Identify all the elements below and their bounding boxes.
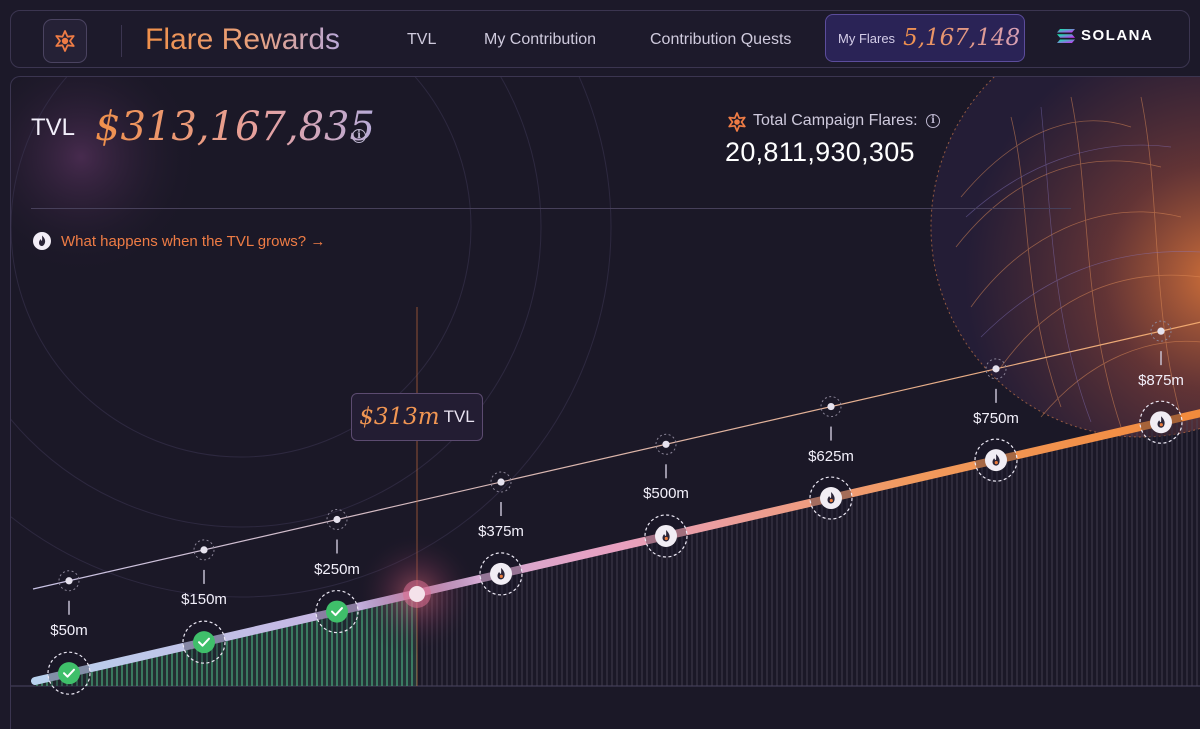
campaign-flares-value: 20,811,930,305 <box>725 137 915 167</box>
milestone-target-dot <box>662 440 670 448</box>
tvl-panel: TVL $313,167,835 i Total Campaign Flares… <box>10 76 1200 729</box>
milestone-target-dot <box>992 365 1000 373</box>
milestone-label: $750m <box>973 409 1019 427</box>
milestone-target-ring <box>490 471 512 493</box>
flame-icon <box>820 487 842 510</box>
milestone-target-dot <box>827 402 835 411</box>
nav-my-contribution[interactable]: My Contribution <box>484 31 597 48</box>
tvl-grow-link[interactable]: What happens when the TVL grows? → <box>33 232 325 250</box>
milestone-label: $625m <box>808 447 854 465</box>
target-line <box>32 321 1200 590</box>
app-logo[interactable] <box>43 19 87 63</box>
flare-star-icon <box>55 30 75 52</box>
milestone-target-ring <box>1150 320 1172 342</box>
milestone-label: $250m <box>314 560 360 578</box>
milestone-target-dot <box>497 478 505 486</box>
milestone-target-ring <box>985 358 1007 380</box>
top-nav-bar: Flare Rewards TVL My Contribution Contri… <box>10 10 1190 68</box>
check-icon <box>193 631 215 654</box>
campaign-flares-label: Total Campaign Flares: <box>753 112 918 129</box>
milestone-target-dot <box>1157 327 1165 335</box>
milestone-label: $150m <box>181 590 227 608</box>
tvl-grow-text: What happens when the TVL grows? → <box>61 232 326 250</box>
my-flares-button[interactable]: My Flares 5,167,148 <box>825 14 1025 62</box>
current-tvl-tag-unit: TVL <box>443 407 475 426</box>
flame-icon <box>33 232 51 250</box>
current-tvl-marker <box>355 307 479 686</box>
stats-divider <box>31 208 1071 209</box>
flame-icon <box>1150 411 1172 434</box>
milestone-label: $875m <box>1138 372 1184 390</box>
nav-contribution-quests[interactable]: Contribution Quests <box>650 31 792 48</box>
background-glow <box>11 77 201 277</box>
solana-wordmark: SOLANA <box>1081 27 1154 44</box>
flare-star-icon <box>728 112 746 132</box>
globe-illustration <box>930 77 1200 438</box>
info-icon[interactable]: i <box>926 114 940 128</box>
tvl-label: TVL <box>31 114 76 141</box>
milestone-label: $500m <box>643 485 689 503</box>
background-rings <box>11 77 612 598</box>
nav-tvl[interactable]: TVL <box>407 31 437 48</box>
milestone-target-ring <box>326 509 348 531</box>
milestone-target-dot <box>333 515 341 524</box>
header-divider <box>121 25 122 57</box>
tvl-value: $313,167,835 <box>95 104 375 150</box>
milestone-target-ring <box>820 396 842 418</box>
milestone-target-ring <box>193 539 215 561</box>
solana-icon <box>1057 28 1075 43</box>
milestone-label: $375m <box>478 523 524 541</box>
solana-logo[interactable]: SOLANA <box>1057 27 1153 44</box>
milestone-target-dot <box>200 546 208 554</box>
check-icon <box>326 600 348 623</box>
current-tvl-tag: $313m TVL <box>351 393 483 441</box>
info-icon[interactable]: i <box>352 129 366 143</box>
my-flares-value: 5,167,148 <box>903 25 1021 51</box>
my-flares-label: My Flares <box>838 30 896 46</box>
milestone-label: $50m <box>50 621 88 639</box>
check-icon <box>58 662 80 685</box>
remaining-hatch <box>417 413 1200 686</box>
milestone-target-ring <box>58 570 80 592</box>
flame-icon <box>490 562 512 585</box>
milestone-target-dot <box>65 577 73 585</box>
current-tvl-tag-value: $313m <box>359 404 440 430</box>
flame-icon <box>985 449 1007 472</box>
flame-icon <box>655 524 677 547</box>
milestone-target-ring <box>655 433 677 455</box>
brand-title: Flare Rewards <box>145 21 340 59</box>
tvl-chart <box>11 77 1200 695</box>
